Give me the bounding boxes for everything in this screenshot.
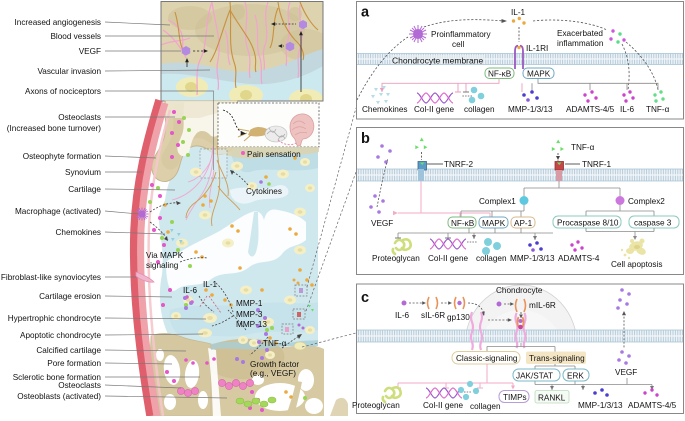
svg-text:Proteoglycan: Proteoglycan (372, 254, 420, 263)
svg-text:VEGF: VEGF (615, 368, 637, 377)
svg-text:IL-1RI: IL-1RI (526, 44, 548, 53)
svg-text:NF-κB: NF-κB (451, 219, 475, 228)
svg-text:Osteoclasts: Osteoclasts (58, 113, 101, 122)
svg-text:Chemokines: Chemokines (55, 228, 101, 237)
svg-text:Osteoblasts (activated): Osteoblasts (activated) (17, 392, 101, 401)
svg-text:Trans-signaling: Trans-signaling (529, 354, 585, 363)
svg-text:IL-1: IL-1 (203, 280, 218, 289)
svg-text:ADAMTS-4/5: ADAMTS-4/5 (628, 401, 677, 410)
svg-text:inflammation: inflammation (557, 39, 604, 48)
svg-text:ERK: ERK (567, 372, 584, 381)
svg-text:Complex1: Complex1 (479, 197, 516, 206)
svg-text:TIMPs: TIMPs (503, 393, 527, 402)
svg-text:ADAMTS-4: ADAMTS-4 (558, 254, 600, 263)
svg-text:Classic-signaling: Classic-signaling (456, 354, 518, 363)
svg-text:collagen: collagen (464, 105, 495, 114)
svg-text:Osteoclasts: Osteoclasts (58, 381, 101, 390)
svg-text:MMP-13: MMP-13 (236, 320, 267, 329)
svg-text:VEGF: VEGF (371, 219, 393, 228)
svg-text:b: b (361, 131, 370, 147)
svg-text:Chondrocyte: Chondrocyte (496, 286, 543, 295)
svg-text:gp130: gp130 (447, 313, 470, 322)
svg-text:c: c (361, 290, 369, 306)
svg-text:MAPK: MAPK (482, 219, 506, 228)
svg-text:Via MAPK: Via MAPK (146, 251, 184, 260)
svg-text:Exacerbated: Exacerbated (557, 29, 603, 38)
svg-text:Apoptotic chondrocyte: Apoptotic chondrocyte (20, 331, 101, 340)
svg-text:Proteoglycan: Proteoglycan (352, 401, 400, 410)
svg-text:Complex2: Complex2 (628, 197, 665, 206)
svg-text:RANKL: RANKL (538, 394, 566, 403)
svg-text:IL-6: IL-6 (620, 105, 635, 114)
svg-text:Cytokines: Cytokines (246, 187, 282, 196)
svg-text:Proinflammatory: Proinflammatory (431, 30, 492, 39)
svg-text:Vascular invasion: Vascular invasion (37, 67, 101, 76)
svg-text:Growth factor: Growth factor (250, 360, 299, 369)
svg-text:(e.g., VEGF): (e.g., VEGF) (250, 369, 296, 378)
svg-text:Osteophyte formation: Osteophyte formation (23, 152, 102, 161)
svg-text:Col-II gene: Col-II gene (423, 401, 463, 410)
svg-text:collagen: collagen (470, 402, 501, 411)
svg-text:cell: cell (452, 40, 464, 49)
svg-text:Procaspase 8/10: Procaspase 8/10 (557, 219, 619, 228)
svg-text:Calcified cartilage: Calcified cartilage (36, 346, 101, 355)
svg-text:Hypertrophic chondrocyte: Hypertrophic chondrocyte (8, 314, 102, 323)
svg-text:Pain sensation: Pain sensation (247, 150, 301, 159)
svg-text:TNF-α: TNF-α (646, 105, 670, 114)
svg-text:TNF-α: TNF-α (263, 339, 287, 348)
svg-text:ADAMTS-4/5: ADAMTS-4/5 (566, 105, 615, 114)
svg-text:a: a (361, 5, 370, 21)
svg-text:Sclerotic bone formation: Sclerotic bone formation (13, 373, 102, 382)
svg-text:Axons of nociceptors: Axons of nociceptors (25, 87, 101, 96)
svg-text:MMP-1: MMP-1 (236, 299, 263, 308)
svg-text:Chemokines: Chemokines (362, 105, 408, 114)
svg-text:Blood vessels: Blood vessels (50, 32, 101, 41)
svg-text:(Increased bone turnover): (Increased bone turnover) (7, 124, 101, 133)
svg-text:MMP-1/3/13: MMP-1/3/13 (578, 401, 623, 410)
svg-text:IL-6: IL-6 (183, 286, 198, 295)
svg-text:caspase 3: caspase 3 (634, 219, 672, 228)
svg-text:Cell apoptosis: Cell apoptosis (611, 260, 662, 269)
svg-text:TNF-α: TNF-α (571, 143, 595, 152)
svg-text:MMP-1/3/13: MMP-1/3/13 (510, 254, 555, 263)
svg-text:Col-II gene: Col-II gene (428, 254, 468, 263)
svg-text:JAK/STAT: JAK/STAT (516, 372, 553, 381)
svg-text:IL-6: IL-6 (395, 311, 410, 320)
svg-text:Col-II gene: Col-II gene (414, 105, 454, 114)
svg-text:AP-1: AP-1 (514, 219, 533, 228)
svg-text:signaling: signaling (146, 261, 179, 270)
svg-text:Macrophage (activated): Macrophage (activated) (15, 207, 101, 216)
svg-text:collagen: collagen (476, 254, 507, 263)
svg-text:IL-1: IL-1 (511, 8, 526, 17)
svg-text:sIL-6R: sIL-6R (421, 311, 445, 320)
svg-text:TNRF-1: TNRF-1 (582, 160, 612, 169)
svg-text:mIL-6R: mIL-6R (529, 301, 556, 310)
svg-text:Increased angiogenesis: Increased angiogenesis (15, 18, 102, 27)
svg-text:Chondrocyte membrane: Chondrocyte membrane (392, 56, 483, 66)
svg-text:NF-κB: NF-κB (488, 70, 512, 79)
svg-text:MMP-3: MMP-3 (236, 310, 263, 319)
svg-text:TNRF-2: TNRF-2 (444, 160, 474, 169)
svg-text:MAPK: MAPK (527, 70, 551, 79)
svg-text:MMP-1/3/13: MMP-1/3/13 (508, 105, 553, 114)
svg-text:Synovium: Synovium (65, 168, 101, 177)
svg-text:Cartilage: Cartilage (68, 185, 101, 194)
svg-text:Cartilage erosion: Cartilage erosion (39, 292, 101, 301)
svg-text:Fibroblast-like synoviocytes: Fibroblast-like synoviocytes (1, 273, 101, 282)
svg-text:VEGF: VEGF (79, 47, 101, 56)
svg-text:Pore formation: Pore formation (47, 359, 101, 368)
